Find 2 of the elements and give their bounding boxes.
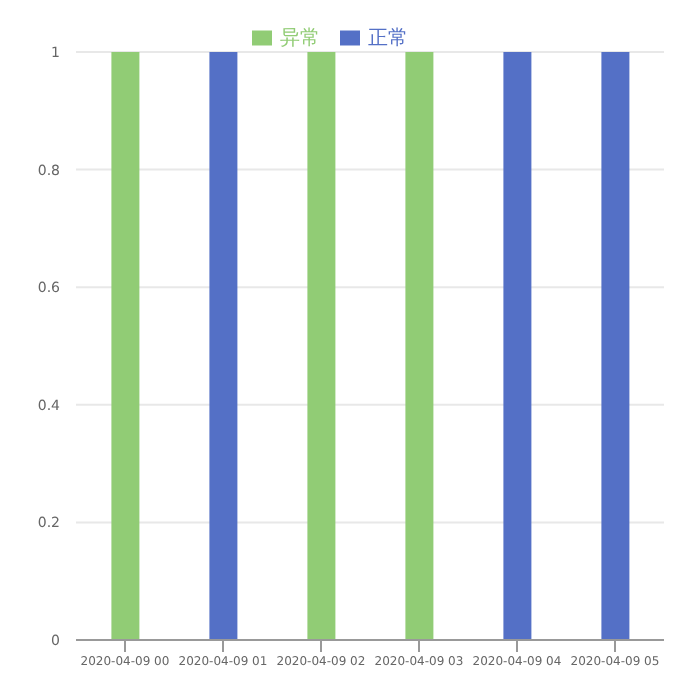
legend-label: 正常 [368, 28, 408, 50]
legend-label: 异常 [280, 28, 320, 50]
